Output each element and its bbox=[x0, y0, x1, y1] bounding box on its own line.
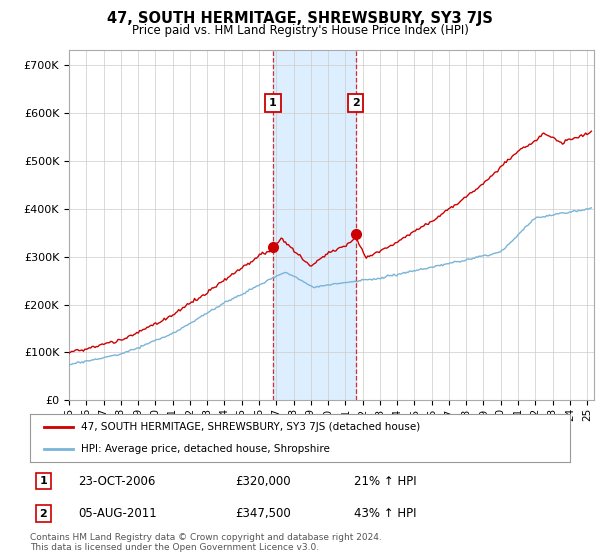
Text: Price paid vs. HM Land Registry's House Price Index (HPI): Price paid vs. HM Land Registry's House … bbox=[131, 24, 469, 36]
Bar bbox=[273, 50, 356, 400]
Text: 2: 2 bbox=[352, 98, 359, 108]
Text: 2: 2 bbox=[40, 508, 47, 519]
Text: 43% ↑ HPI: 43% ↑ HPI bbox=[354, 507, 416, 520]
Text: 1: 1 bbox=[40, 476, 47, 486]
Text: 05-AUG-2011: 05-AUG-2011 bbox=[79, 507, 157, 520]
Text: 47, SOUTH HERMITAGE, SHREWSBURY, SY3 7JS (detached house): 47, SOUTH HERMITAGE, SHREWSBURY, SY3 7JS… bbox=[82, 422, 421, 432]
Text: £320,000: £320,000 bbox=[235, 474, 291, 488]
Text: 1: 1 bbox=[269, 98, 277, 108]
Text: 47, SOUTH HERMITAGE, SHREWSBURY, SY3 7JS: 47, SOUTH HERMITAGE, SHREWSBURY, SY3 7JS bbox=[107, 11, 493, 26]
Text: 21% ↑ HPI: 21% ↑ HPI bbox=[354, 474, 416, 488]
Text: Contains HM Land Registry data © Crown copyright and database right 2024.
This d: Contains HM Land Registry data © Crown c… bbox=[30, 533, 382, 552]
Text: 23-OCT-2006: 23-OCT-2006 bbox=[79, 474, 156, 488]
Text: £347,500: £347,500 bbox=[235, 507, 291, 520]
Text: HPI: Average price, detached house, Shropshire: HPI: Average price, detached house, Shro… bbox=[82, 444, 330, 454]
